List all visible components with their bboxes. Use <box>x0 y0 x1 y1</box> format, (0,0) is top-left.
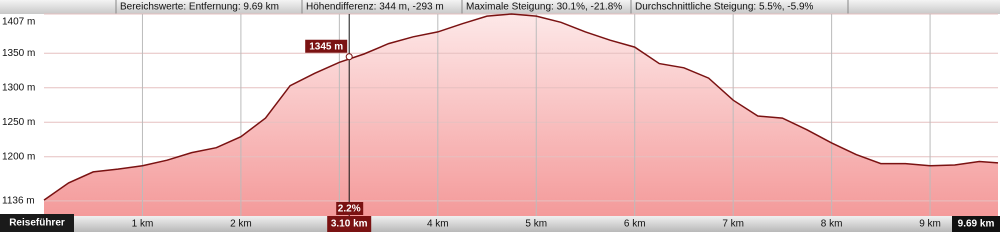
x-tick-label: 5 km <box>525 219 547 230</box>
y-tick-label: 1350 m <box>2 48 35 59</box>
y-tick-label: 1250 m <box>2 117 35 128</box>
guide-button[interactable] <box>0 214 74 232</box>
cursor-x-box <box>327 216 372 232</box>
x-tick-label: 4 km <box>427 219 449 230</box>
cursor-slope-label: 2.2% <box>338 204 361 215</box>
header-segment: Durchschnittliche Steigung: 5.5%, -5.9% <box>635 2 814 13</box>
header-segment: Höhendifferenz: 344 m, -293 m <box>306 2 444 13</box>
x-tick-label: 2 km <box>230 219 252 230</box>
cursor-slope-box <box>336 202 364 215</box>
cursor-x-label: 3.10 km <box>331 219 368 230</box>
header-segment: Maximale Steigung: 30.1%, -21.8% <box>466 2 622 13</box>
x-tick-label: 8 km <box>821 219 843 230</box>
chart: Bereichswerte: Entfernung: 9.69 km Höhend… <box>0 0 1000 232</box>
guide-button-label[interactable]: Reiseführer <box>9 218 65 229</box>
x-tick-label: 9 km <box>919 219 941 230</box>
y-tick-label: 1407 m <box>2 17 35 28</box>
cursor-elevation-label: 1345 m <box>309 41 343 52</box>
x-tick-label: 9.69 km <box>958 219 995 230</box>
area-fill <box>44 14 998 216</box>
x-axis-bar <box>0 216 1000 232</box>
y-tick-label: 1300 m <box>2 82 35 93</box>
header-bar <box>0 0 1000 14</box>
header-segment: Bereichswerte: Entfernung: 9.69 km <box>120 2 279 13</box>
x-tick-label: 6 km <box>624 219 646 230</box>
x-tick-label: 1 km <box>132 219 154 230</box>
y-tick-label: 1200 m <box>2 151 35 162</box>
y-tick-label: 1136 m <box>2 195 35 206</box>
cursor-point <box>345 53 353 61</box>
x-tick-label: 7 km <box>722 219 744 230</box>
x-end-box <box>952 216 1000 232</box>
cursor-elevation-box <box>305 39 348 53</box>
elevation-line <box>43 13 999 201</box>
